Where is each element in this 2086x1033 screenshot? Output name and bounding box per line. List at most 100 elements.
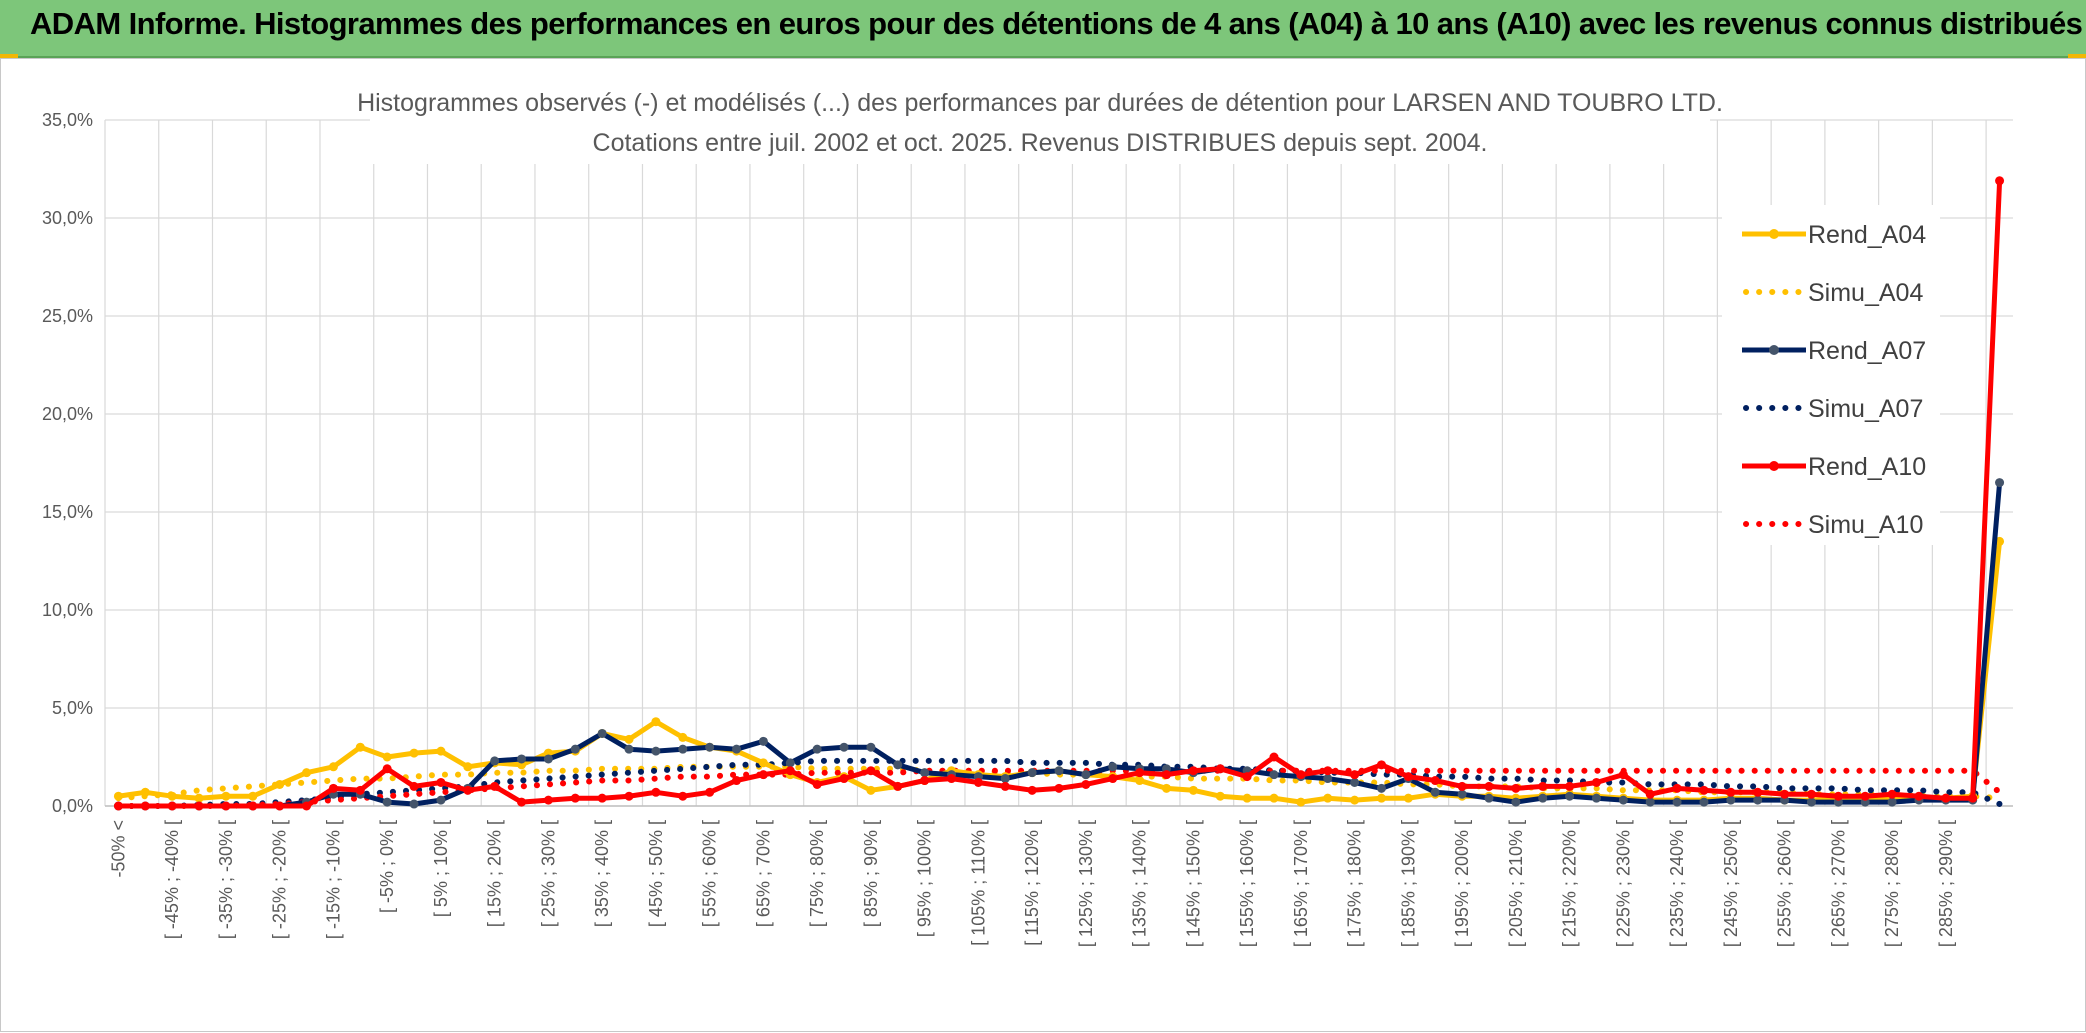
data-point-rend-a10 <box>543 795 553 805</box>
data-point-rend-a10 <box>1726 787 1736 797</box>
x-tick-label: [ 15% ; 20% [ <box>485 820 505 927</box>
data-point-rend-a07 <box>1645 797 1655 807</box>
data-point-rend-a10 <box>1941 793 1951 803</box>
y-tick-label: 30,0% <box>42 208 93 228</box>
data-point-rend-a10 <box>1968 793 1978 803</box>
data-point-rend-a10 <box>140 801 150 811</box>
data-point-rend-a10 <box>1780 789 1790 799</box>
data-point-rend-a07 <box>1618 795 1628 805</box>
x-axis: -50% < [ -45% ; -40% [[ -35% ; -30% [[ -2… <box>108 820 1955 947</box>
data-point-rend-a04 <box>1161 783 1171 793</box>
series-line-simu-a07 <box>115 757 2003 809</box>
y-tick-label: 10,0% <box>42 600 93 620</box>
data-point-rend-a07 <box>490 756 500 766</box>
data-point-rend-a10 <box>382 764 392 774</box>
data-point-rend-a07 <box>517 754 527 764</box>
y-tick-label: 25,0% <box>42 306 93 326</box>
page-title: ADAM Informe. Histogrammes des performan… <box>30 6 2083 41</box>
data-point-rend-a07 <box>1887 797 1897 807</box>
data-point-rend-a10 <box>1672 783 1682 793</box>
data-point-rend-a10 <box>1833 791 1843 801</box>
data-point-rend-a10 <box>758 770 768 780</box>
data-point-rend-a10 <box>1618 770 1628 780</box>
data-point-rend-a10 <box>1081 779 1091 789</box>
data-point-rend-a07 <box>409 799 419 809</box>
data-point-rend-a10 <box>1135 768 1145 778</box>
data-point-rend-a10 <box>1108 774 1118 784</box>
data-point-rend-a07 <box>1027 768 1037 778</box>
x-tick-label: [ -35% ; -30% [ <box>216 820 236 939</box>
data-point-rend-a07 <box>866 742 876 752</box>
legend-label-rend-a07: Rend_A07 <box>1808 337 1926 365</box>
data-point-rend-a07 <box>1511 797 1521 807</box>
data-point-rend-a10 <box>1995 176 2005 186</box>
data-point-rend-a07 <box>893 760 903 770</box>
data-point-rend-a04 <box>1376 793 1386 803</box>
data-point-rend-a07 <box>570 744 580 754</box>
y-tick-label: 15,0% <box>42 502 93 522</box>
x-tick-label: [ 265% ; 270% [ <box>1828 820 1848 947</box>
data-point-rend-a10 <box>1350 770 1360 780</box>
x-tick-label: [ 255% ; 260% [ <box>1775 820 1795 947</box>
legend-label-rend-a10: Rend_A10 <box>1808 453 1926 481</box>
data-point-rend-a04 <box>1215 791 1225 801</box>
y-tick-label: 0,0% <box>52 796 93 816</box>
data-point-rend-a04 <box>140 787 150 797</box>
data-point-rend-a10 <box>1457 781 1467 791</box>
data-point-rend-a10 <box>275 801 285 811</box>
data-point-rend-a04 <box>1242 793 1252 803</box>
data-point-rend-a10 <box>1645 789 1655 799</box>
data-point-rend-a10 <box>113 801 123 811</box>
data-point-rend-a07 <box>785 758 795 768</box>
data-point-rend-a10 <box>920 776 930 786</box>
data-point-rend-a10 <box>570 793 580 803</box>
data-point-rend-a07 <box>651 746 661 756</box>
x-tick-label: [ 285% ; 290% [ <box>1936 820 1956 947</box>
legend-label-simu-a07: Simu_A07 <box>1808 395 1923 423</box>
data-point-rend-a10 <box>1242 772 1252 782</box>
data-point-rend-a10 <box>732 776 742 786</box>
data-point-rend-a10 <box>1806 789 1816 799</box>
data-point-rend-a07 <box>1457 789 1467 799</box>
data-point-rend-a10 <box>517 797 527 807</box>
data-point-rend-a10 <box>1484 781 1494 791</box>
x-tick-label: [ -45% ; -40% [ <box>162 820 182 939</box>
data-point-rend-a07 <box>1806 797 1816 807</box>
data-point-rend-a10 <box>248 801 258 811</box>
data-point-rend-a07 <box>758 736 768 746</box>
data-point-rend-a07 <box>732 744 742 754</box>
data-point-rend-a04 <box>436 746 446 756</box>
data-point-rend-a07 <box>1699 797 1709 807</box>
data-point-rend-a10 <box>1591 777 1601 787</box>
data-point-rend-a10 <box>302 801 312 811</box>
data-point-rend-a10 <box>1054 783 1064 793</box>
data-point-rend-a04 <box>866 785 876 795</box>
grid <box>104 119 2013 807</box>
data-point-rend-a10 <box>436 777 446 787</box>
legend-label-simu-a10: Simu_A10 <box>1808 511 1923 539</box>
data-point-rend-a07 <box>1484 793 1494 803</box>
x-tick-label: [ 115% ; 120% [ <box>1022 820 1042 946</box>
data-point-rend-a10 <box>866 766 876 776</box>
data-point-rend-a10 <box>490 781 500 791</box>
data-point-rend-a10 <box>194 801 204 811</box>
x-tick-label: [ 105% ; 110% [ <box>968 820 988 946</box>
data-point-rend-a10 <box>705 787 715 797</box>
x-tick-label: [ 215% ; 220% [ <box>1560 820 1580 947</box>
x-tick-label: [ 55% ; 60% [ <box>700 820 720 927</box>
x-tick-label: [ 205% ; 210% [ <box>1506 820 1526 947</box>
data-point-rend-a07 <box>382 797 392 807</box>
data-point-rend-a10 <box>1511 783 1521 793</box>
data-point-rend-a04 <box>678 732 688 742</box>
data-point-rend-a10 <box>1914 791 1924 801</box>
data-point-rend-a07 <box>624 744 634 754</box>
data-point-rend-a04 <box>409 748 419 758</box>
data-point-rend-a04 <box>1403 793 1413 803</box>
data-point-rend-a07 <box>1565 791 1575 801</box>
data-point-rend-a07 <box>1726 795 1736 805</box>
x-tick-label: [ 25% ; 30% [ <box>538 820 558 927</box>
data-point-rend-a07 <box>920 768 930 778</box>
data-point-rend-a07 <box>1054 766 1064 776</box>
corner-accent-right <box>2068 54 2086 58</box>
x-tick-label: [ 165% ; 170% [ <box>1291 820 1311 947</box>
